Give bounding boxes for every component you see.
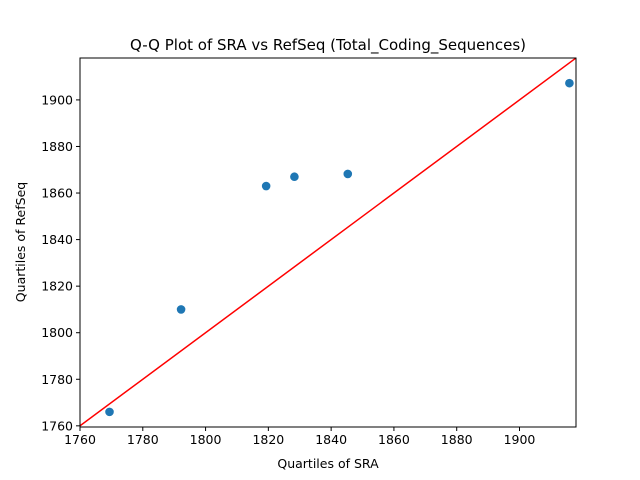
x-axis-label: Quartiles of SRA [277,456,379,471]
y-tick-label: 1840 [41,232,73,247]
x-tick-label: 1900 [504,432,536,447]
data-point [176,305,186,314]
y-tick-label: 1780 [41,372,73,387]
chart-title: Q-Q Plot of SRA vs RefSeq (Total_Coding_… [130,36,526,55]
plot-area: 1760 1780 1800 1820 1840 1860 1880 1900 1760 1780… [41,57,577,447]
data-point [290,172,299,182]
x-tick-label: 1820 [252,432,284,447]
y-tick-label: 1820 [41,279,73,294]
x-tick-label: 1780 [127,432,159,447]
reference-line [80,58,576,427]
data-point [565,78,574,88]
x-tick-label: 1800 [190,432,222,447]
y-tick-label: 1860 [41,186,73,201]
y-tick-label: 1900 [41,92,73,107]
y-tick-label: 1800 [41,325,73,340]
x-tick-label: 1760 [64,432,96,447]
y-tick-label: 1880 [41,139,73,154]
y-axis-label: Quartiles of RefSeq [13,182,28,302]
x-tick-label: 1840 [315,432,347,447]
x-tick-label: 1860 [378,432,410,447]
data-point [343,169,353,179]
y-tick-label: 1760 [41,418,73,433]
data-point [261,181,271,191]
axes-frame [79,57,577,428]
data-point [105,407,114,417]
x-tick-label: 1880 [441,432,473,447]
